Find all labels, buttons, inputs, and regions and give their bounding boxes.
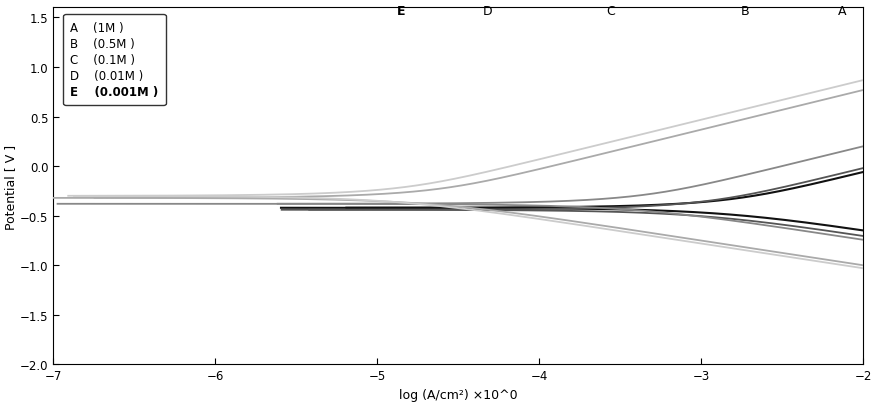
Y-axis label: Potential [ V ]: Potential [ V ]	[4, 144, 18, 229]
Text: C: C	[606, 5, 615, 18]
Text: E: E	[398, 5, 406, 18]
Text: D: D	[483, 5, 492, 18]
Text: B: B	[740, 5, 749, 18]
Legend: A    (1M ), B    (0.5M ), C    (0.1M ), D    (0.01M ), E    (0.001M ): A (1M ), B (0.5M ), C (0.1M ), D (0.01M …	[63, 15, 166, 106]
Text: A: A	[837, 5, 846, 18]
X-axis label: log (A/cm²) ×10^0: log (A/cm²) ×10^0	[399, 388, 518, 401]
